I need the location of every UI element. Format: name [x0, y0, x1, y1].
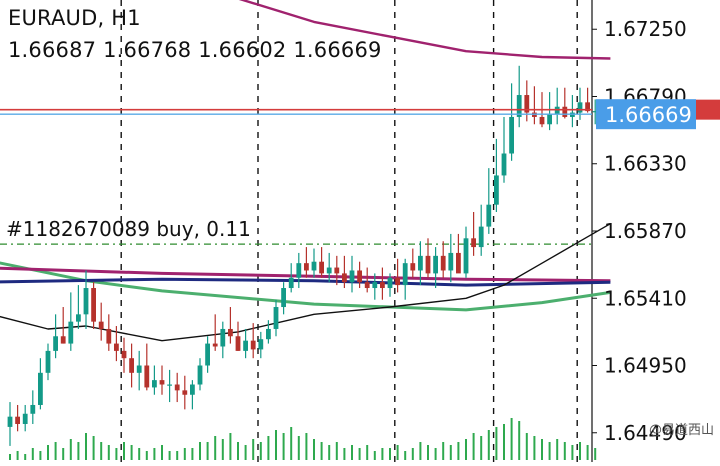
candle-bear [114, 343, 119, 351]
candle-bull [311, 261, 317, 271]
candle-bear [121, 350, 127, 359]
ohlc-readout: 1.66687 1.66768 1.66602 1.66669 [8, 38, 382, 62]
y-tick-label: 1.65870 [604, 219, 687, 243]
candle-bull [547, 114, 552, 125]
candle-bear [410, 263, 416, 271]
candle-bear [380, 282, 385, 289]
candle-bear [585, 102, 590, 112]
candle-bull [30, 404, 36, 414]
candle-bull [76, 314, 81, 322]
candle-bear [395, 277, 400, 286]
candle-bear [159, 380, 165, 385]
candle-bear [364, 282, 370, 289]
candle-bear [174, 384, 180, 391]
candle-bull [152, 380, 157, 388]
candle-bear [228, 328, 233, 337]
candle-bull [387, 277, 393, 289]
candle-bull [266, 328, 271, 340]
candle-bull [516, 95, 522, 117]
y-tick-label: 1.66330 [604, 152, 687, 176]
candle-bull [83, 288, 89, 315]
candle-bull [53, 336, 58, 351]
candle-bear [357, 270, 362, 283]
candle-bear [440, 255, 446, 271]
candle-bull [296, 263, 302, 278]
candle-bear [539, 116, 545, 125]
ma-black-line [0, 223, 611, 342]
candle-bear [91, 288, 96, 322]
candle-bear [304, 263, 309, 271]
candle-bull [288, 277, 294, 289]
candle-bull [68, 321, 74, 344]
trade-label: #1182670089 buy, 0.11 [6, 217, 251, 241]
candle-bull [402, 263, 408, 286]
candle-bull [7, 416, 13, 427]
y-tick-label: 1.67250 [604, 17, 687, 41]
candle-bull [197, 365, 203, 385]
candle-bull [509, 116, 514, 154]
candle-bull [243, 340, 248, 351]
candle-bear [129, 358, 134, 373]
candle-bear [524, 95, 530, 113]
y-tick-label: 1.65410 [604, 286, 687, 310]
candle-bull [205, 343, 210, 366]
candle-bear [250, 340, 256, 350]
candle-bull [592, 111, 598, 113]
candle-bull [372, 282, 378, 289]
chart-title: EURAUD, H1 [8, 6, 141, 30]
candle-bear [60, 336, 66, 344]
candle-bull [448, 252, 454, 271]
watermark-text: @易道西山 [648, 423, 714, 438]
candle-bull [136, 365, 142, 373]
candle-bear [182, 390, 188, 395]
candle-bull [281, 288, 286, 308]
current-price-tag [596, 99, 696, 130]
candle-bull [418, 255, 423, 271]
candle-bull [45, 350, 51, 373]
candle-bear [319, 261, 324, 274]
candle-bear [456, 252, 461, 274]
candle-bull [190, 384, 195, 395]
y-tick-label: 1.64950 [604, 354, 687, 378]
candle-bull [167, 384, 172, 386]
candle-bull [478, 226, 484, 248]
candle-bear [212, 343, 218, 347]
candle-bull [494, 175, 499, 205]
candle-bull [258, 339, 264, 350]
candle-bull [433, 255, 438, 274]
candle-bull [501, 153, 507, 176]
candle-bull [463, 238, 469, 274]
candle-bear [98, 321, 104, 329]
candle-bear [425, 255, 431, 274]
candle-bear [562, 106, 568, 117]
candle-bear [144, 365, 150, 388]
candle-bear [334, 267, 340, 274]
ma-navy-line [0, 277, 611, 287]
candle-bull [22, 413, 28, 424]
candle-bear [235, 336, 241, 351]
candle-bear [471, 238, 476, 248]
candle-bull [349, 270, 355, 283]
ma-purple-upper-line [238, 0, 611, 60]
candle-bull [273, 307, 279, 329]
candle-bull [577, 102, 583, 113]
candle-bear [15, 416, 20, 424]
candle-bull [326, 267, 332, 274]
candle-bull [38, 372, 43, 405]
candle-bull [486, 204, 492, 227]
current-price-label: 1.66669 [605, 103, 692, 127]
candle-bear [106, 328, 112, 344]
candle-bull [220, 328, 226, 347]
y-tick-label: 1.64490 [604, 421, 687, 445]
candle-bear [342, 273, 347, 283]
